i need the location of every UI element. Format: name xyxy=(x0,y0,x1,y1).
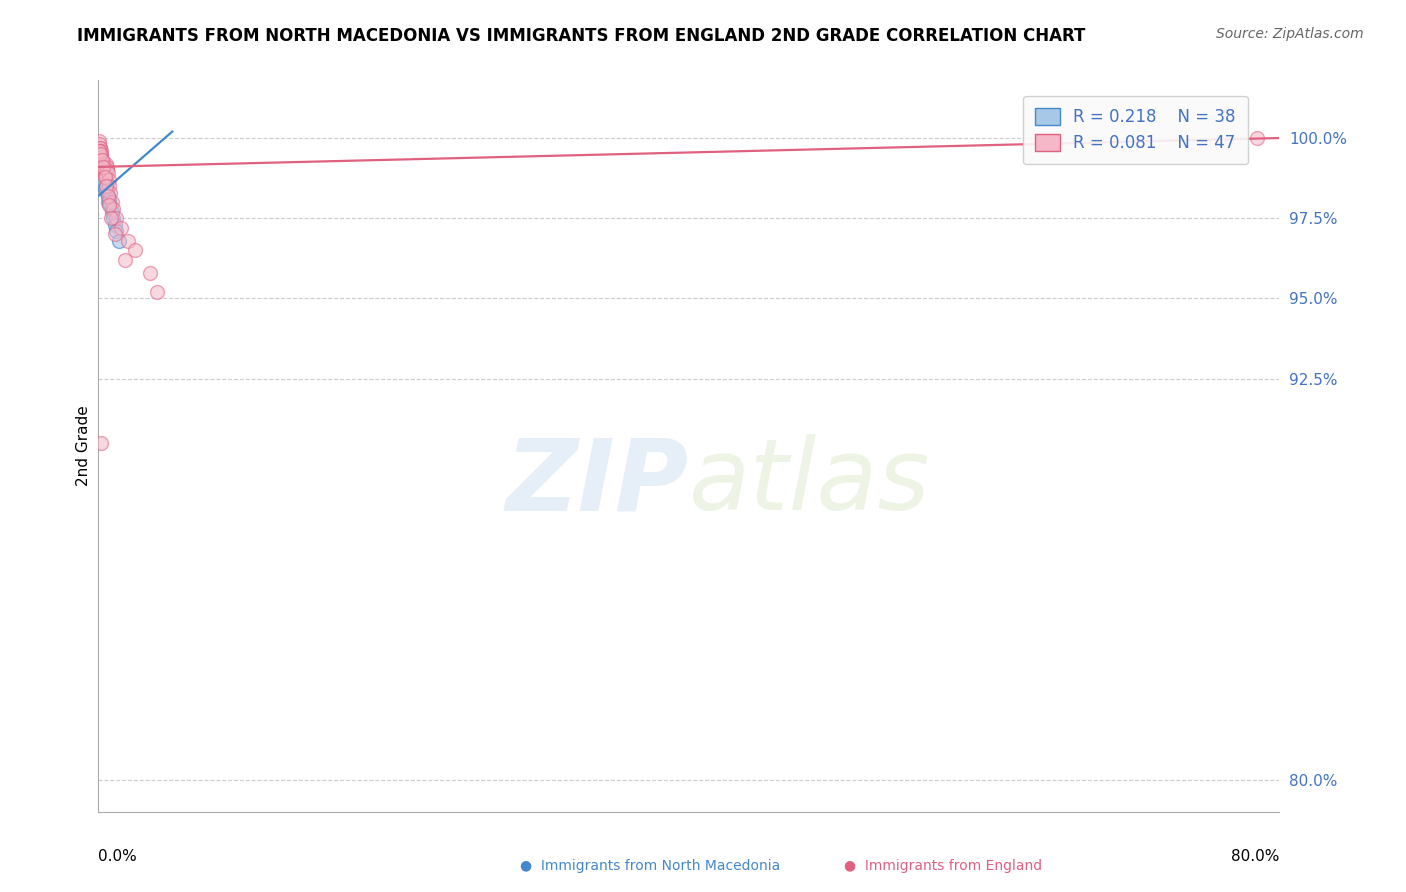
Point xyxy=(97,166,120,180)
Point xyxy=(89,144,111,158)
Text: 0.0%: 0.0% xyxy=(98,849,138,863)
Point xyxy=(93,166,115,180)
Point xyxy=(91,172,114,186)
Point xyxy=(89,137,111,152)
Point xyxy=(90,157,112,171)
Point xyxy=(89,153,111,168)
Point xyxy=(91,176,114,190)
Point xyxy=(94,169,117,184)
Text: atlas: atlas xyxy=(689,434,931,531)
Point xyxy=(124,244,146,258)
Point xyxy=(91,153,114,168)
Point xyxy=(105,211,128,226)
Point xyxy=(97,192,120,206)
Point xyxy=(117,234,139,248)
Point xyxy=(89,144,111,158)
Point xyxy=(90,153,112,168)
Point xyxy=(91,163,114,178)
Point xyxy=(114,252,136,267)
Point xyxy=(98,195,121,210)
Point xyxy=(146,285,169,299)
Point xyxy=(89,150,111,164)
Text: ●  Immigrants from North Macedonia: ● Immigrants from North Macedonia xyxy=(520,859,780,872)
Point xyxy=(91,160,114,174)
Point xyxy=(105,224,128,238)
Point xyxy=(97,195,120,210)
Point xyxy=(91,163,114,178)
Point xyxy=(90,160,112,174)
Point xyxy=(96,182,118,196)
Point xyxy=(98,198,121,212)
Point xyxy=(96,163,118,178)
Point xyxy=(100,211,122,226)
Point xyxy=(93,169,115,184)
Point xyxy=(89,157,111,171)
Point xyxy=(87,134,110,148)
Point xyxy=(96,179,118,194)
Point xyxy=(93,163,115,178)
Point xyxy=(100,204,122,219)
Point xyxy=(90,160,112,174)
Point xyxy=(98,179,121,194)
Point xyxy=(89,147,111,161)
Point xyxy=(91,172,114,186)
Point xyxy=(94,157,117,171)
Legend: R = 0.218    N = 38, R = 0.081    N = 47: R = 0.218 N = 38, R = 0.081 N = 47 xyxy=(1024,96,1247,164)
Point xyxy=(97,188,120,202)
Point xyxy=(98,186,121,200)
Point xyxy=(110,220,132,235)
Point xyxy=(89,147,111,161)
Point xyxy=(89,153,111,168)
Text: Source: ZipAtlas.com: Source: ZipAtlas.com xyxy=(1216,27,1364,41)
Point xyxy=(104,218,127,232)
Point xyxy=(90,144,112,158)
Point xyxy=(93,157,115,171)
Text: 80.0%: 80.0% xyxy=(1232,849,1279,863)
Point xyxy=(93,166,115,180)
Point xyxy=(139,266,162,280)
Point xyxy=(103,202,125,216)
Text: ZIP: ZIP xyxy=(506,434,689,531)
Point xyxy=(89,147,111,161)
Point xyxy=(90,163,112,178)
Point xyxy=(100,195,122,210)
Point xyxy=(98,198,121,212)
Point xyxy=(89,150,111,164)
Point xyxy=(89,141,111,155)
Point xyxy=(94,169,117,184)
Point xyxy=(93,179,115,194)
Point xyxy=(93,163,115,178)
Point xyxy=(104,227,127,242)
Point xyxy=(93,160,115,174)
Y-axis label: 2nd Grade: 2nd Grade xyxy=(76,406,91,486)
Point xyxy=(94,176,117,190)
Text: ●  Immigrants from England: ● Immigrants from England xyxy=(844,859,1042,872)
Point xyxy=(108,234,131,248)
Point xyxy=(93,160,115,174)
Point xyxy=(97,172,120,186)
Point xyxy=(96,160,118,174)
Point xyxy=(89,141,111,155)
Point xyxy=(97,188,120,202)
Point xyxy=(94,182,117,196)
Point xyxy=(91,169,114,184)
Point xyxy=(94,172,117,186)
Point xyxy=(91,153,114,168)
Point xyxy=(103,211,125,226)
Text: IMMIGRANTS FROM NORTH MACEDONIA VS IMMIGRANTS FROM ENGLAND 2ND GRADE CORRELATION: IMMIGRANTS FROM NORTH MACEDONIA VS IMMIG… xyxy=(77,27,1085,45)
Point xyxy=(96,186,118,200)
Point xyxy=(94,166,117,180)
Point xyxy=(90,147,112,161)
Point xyxy=(90,150,112,164)
Point xyxy=(94,179,117,194)
Point xyxy=(91,166,114,180)
Point xyxy=(90,435,112,450)
Point xyxy=(1246,131,1268,145)
Point xyxy=(90,153,112,168)
Point xyxy=(91,157,114,171)
